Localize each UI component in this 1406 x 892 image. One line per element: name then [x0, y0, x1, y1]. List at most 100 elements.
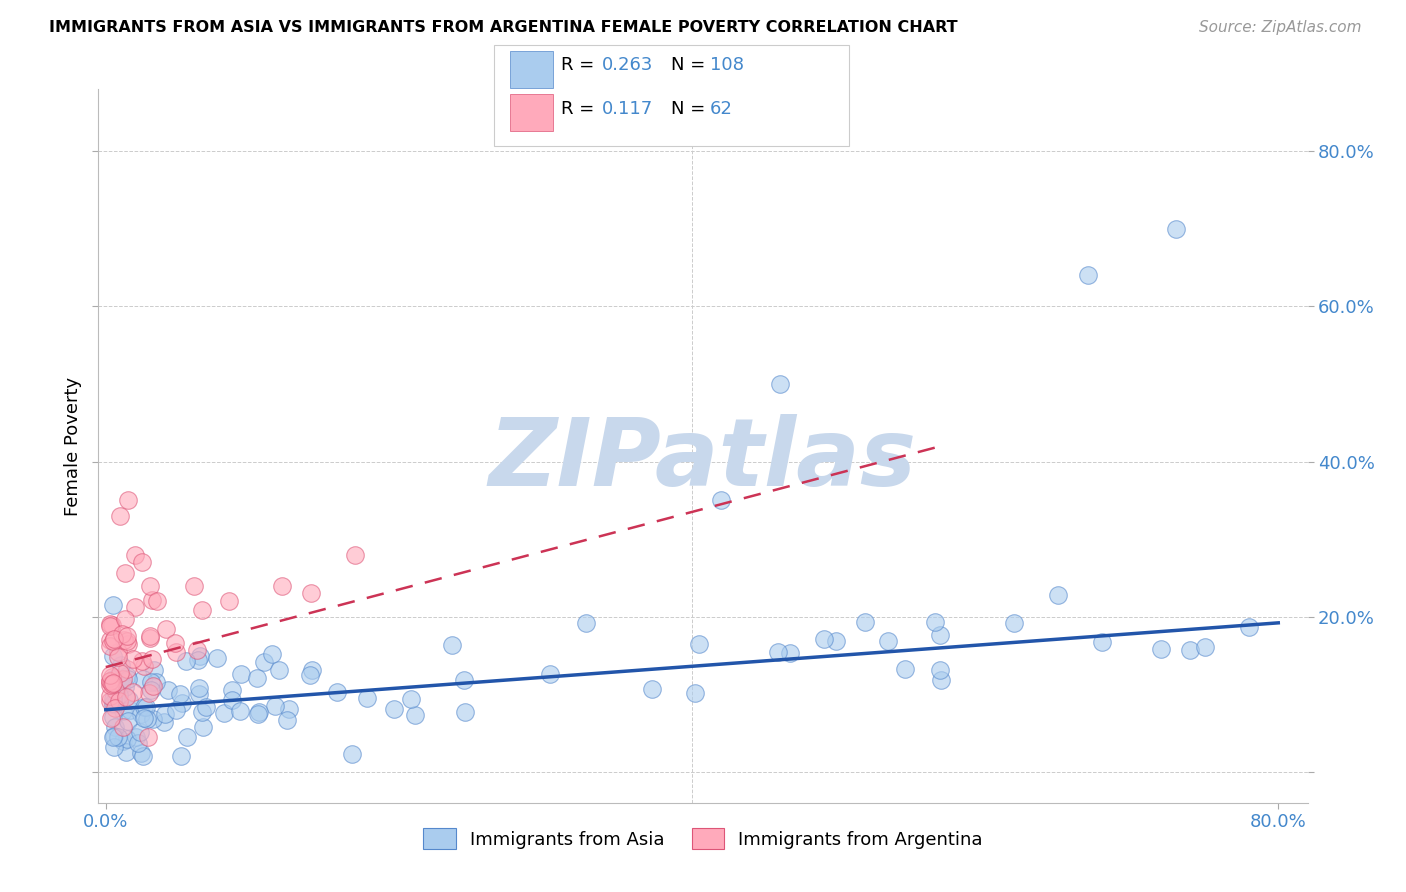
Point: [132, 711, 155, 725]
Point: [688, 637, 710, 651]
Point: [139, 629, 162, 643]
Point: [136, 730, 159, 744]
Point: [276, 714, 298, 728]
Point: [188, 681, 211, 695]
Point: [343, 548, 366, 562]
Point: [107, 645, 129, 659]
Point: [769, 376, 792, 391]
Point: [115, 669, 138, 683]
Point: [404, 707, 426, 722]
Point: [170, 749, 193, 764]
Point: [170, 697, 193, 711]
Point: [246, 672, 269, 686]
Point: [152, 714, 174, 729]
Point: [98, 616, 121, 631]
Point: [136, 712, 159, 726]
Point: [129, 706, 152, 721]
Point: [929, 628, 952, 642]
Point: [356, 691, 378, 706]
Point: [98, 619, 121, 633]
Point: [128, 725, 150, 739]
Point: [298, 668, 321, 682]
Point: [98, 633, 121, 648]
Point: [186, 643, 208, 657]
Point: [112, 733, 135, 747]
Text: N =: N =: [671, 56, 710, 74]
Point: [117, 673, 139, 687]
Point: [135, 700, 157, 714]
Point: [247, 705, 270, 719]
Point: [229, 666, 252, 681]
Point: [101, 670, 124, 684]
Point: [141, 652, 163, 666]
Point: [114, 611, 136, 625]
Point: [104, 700, 127, 714]
Point: [139, 631, 162, 645]
Point: [931, 673, 953, 688]
Point: [190, 705, 212, 719]
Point: [114, 566, 136, 580]
Point: [111, 626, 134, 640]
Point: [117, 693, 139, 707]
Point: [98, 678, 121, 692]
Point: [824, 633, 846, 648]
Point: [101, 730, 124, 744]
Point: [117, 493, 139, 508]
Point: [205, 651, 228, 665]
Point: [169, 688, 191, 702]
Point: [221, 682, 243, 697]
Point: [104, 720, 127, 734]
Point: [382, 702, 405, 716]
Point: [127, 736, 149, 750]
Point: [117, 637, 139, 651]
Point: [101, 598, 124, 612]
Point: [124, 548, 146, 562]
Point: [301, 663, 323, 677]
Point: [145, 675, 167, 690]
Point: [108, 694, 131, 708]
Point: [1091, 634, 1114, 648]
Legend: Immigrants from Asia, Immigrants from Argentina: Immigrants from Asia, Immigrants from Ar…: [413, 819, 993, 858]
Point: [103, 730, 125, 744]
Point: [768, 645, 790, 659]
Y-axis label: Female Poverty: Female Poverty: [63, 376, 82, 516]
Text: ZIPatlas: ZIPatlas: [489, 414, 917, 507]
Point: [269, 663, 291, 677]
Point: [141, 593, 163, 607]
Point: [188, 687, 211, 701]
Point: [1004, 616, 1026, 631]
Point: [129, 747, 152, 761]
Point: [125, 730, 148, 744]
Point: [1077, 268, 1099, 283]
Point: [1150, 642, 1173, 657]
Point: [1180, 643, 1202, 657]
Point: [108, 665, 131, 680]
Point: [132, 672, 155, 686]
Point: [139, 675, 162, 690]
Point: [103, 632, 125, 646]
Point: [111, 720, 134, 734]
Point: [132, 749, 155, 764]
Point: [131, 555, 153, 569]
Point: [326, 685, 349, 699]
Point: [146, 594, 169, 608]
Point: [221, 693, 243, 707]
Point: [188, 649, 211, 664]
Point: [112, 672, 135, 686]
Point: [142, 713, 165, 727]
Point: [115, 690, 138, 704]
Text: R =: R =: [561, 100, 600, 118]
Point: [538, 667, 561, 681]
Point: [853, 615, 876, 629]
Point: [142, 679, 165, 693]
Point: [107, 649, 129, 664]
Point: [98, 689, 121, 703]
Point: [121, 652, 143, 666]
Point: [260, 647, 283, 661]
Point: [218, 593, 240, 607]
Point: [103, 740, 125, 755]
Point: [132, 700, 155, 714]
Point: [165, 703, 187, 717]
Point: [98, 639, 121, 653]
Point: [138, 685, 160, 699]
